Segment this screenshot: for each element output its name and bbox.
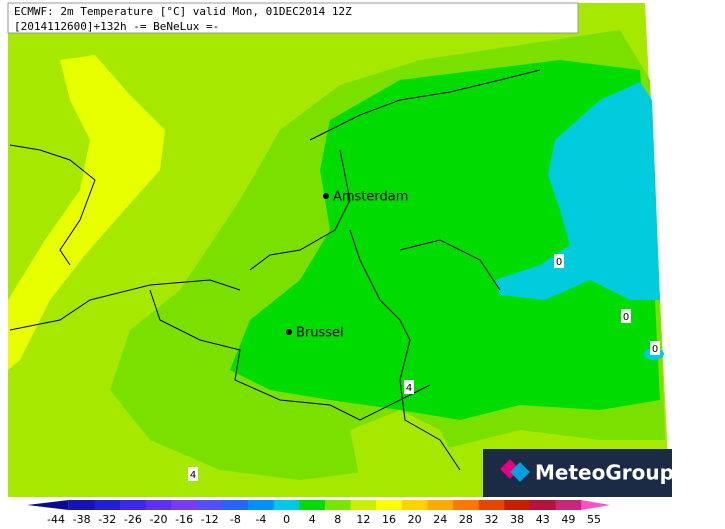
colorbar-tick-label: 20 [408,513,422,525]
city-label: Brussel [296,326,344,341]
colorbar-cell [222,500,249,510]
colorbar-cell [581,500,610,510]
colorbar-tick-label: -38 [73,513,91,525]
colorbar-cell [120,500,147,510]
colorbar-cell [171,500,198,510]
contour-label: 4 [406,383,412,394]
city-dot [286,329,292,335]
contour-label-box [650,341,660,355]
colorbar-cell [427,500,454,510]
city-label: Amsterdam [333,190,408,205]
colorbar-tick-label: 55 [587,513,601,525]
colorbar-cell [248,500,275,510]
colorbar-tick-label: -4 [255,513,266,525]
contour-label-box [188,467,198,481]
colorbar-cell [145,500,172,510]
colorbar-tick-label: -20 [149,513,167,525]
colorbar-cell [401,500,428,510]
colorbar-tick-label: 28 [459,513,473,525]
colorbar-cell [376,500,403,510]
colorbar-tick-label: -26 [124,513,142,525]
header-line: ECMWF: 2m Temperature [°C] valid Mon, 01… [14,5,352,18]
colorbar-cell [27,500,69,510]
colorbar-cell [478,500,505,510]
contour-label-box [404,380,414,394]
city-dot [323,193,329,199]
colorbar-tick-label: -32 [98,513,116,525]
colorbar-tick-label: 49 [561,513,575,525]
colorbar-cell [68,500,95,510]
colorbar-tick-label: -12 [201,513,219,525]
contour-label: 0 [652,344,658,355]
contour-label: 0 [556,257,562,268]
colorbar-cell [555,500,582,510]
colorbar-tick-label: -8 [230,513,241,525]
colorbar-tick-label: 38 [510,513,524,525]
colorbar-tick-label: 24 [433,513,447,525]
header-box [7,2,579,34]
logo-text: MeteoGroup [535,461,674,485]
colorbar-tick-label: 32 [485,513,499,525]
contour-label-box [621,309,631,323]
colorbar-cell [504,500,531,510]
map-field [8,3,670,497]
colorbar-cell [453,500,480,510]
colorbar-cell [299,500,326,510]
colorbar-tick-label: 43 [536,513,550,525]
contour-label-box [554,254,564,268]
logo-icon [500,459,530,482]
colorbar-cell [196,500,224,510]
colorbar-cell [350,500,377,510]
header-line: [2014112600]+132h -= BeNeLux =- [14,20,219,33]
colorbar-tick-label: -44 [47,513,65,525]
colorbar-tick-label: 16 [382,513,396,525]
colorbar-cell [94,500,121,510]
colorbar-cell [529,500,557,510]
contour-label: 4 [190,470,196,481]
colorbar-cell [273,500,300,510]
colorbar-tick-label: 0 [283,513,290,525]
colorbar-tick-label: 4 [309,513,316,525]
colorbar-tick-label: 8 [334,513,341,525]
contour-label: 0 [623,312,629,323]
colorbar-tick-label: -16 [175,513,193,525]
colorbar-tick-label: 12 [356,513,370,525]
colorbar-cell [325,500,352,510]
